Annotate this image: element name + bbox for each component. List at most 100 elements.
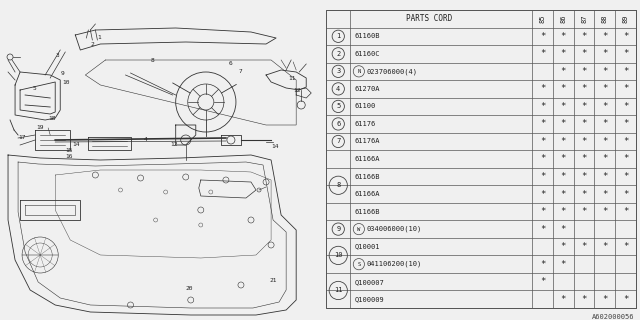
Text: *: * [561, 102, 566, 111]
Text: *: * [581, 155, 587, 164]
Text: 88: 88 [602, 14, 608, 23]
Text: *: * [561, 189, 566, 198]
Text: 61166B: 61166B [355, 209, 380, 215]
Text: 3: 3 [55, 53, 59, 58]
Text: *: * [623, 189, 628, 198]
Text: 5: 5 [336, 103, 340, 109]
Text: 61166B: 61166B [355, 173, 380, 180]
Text: *: * [623, 84, 628, 93]
Text: *: * [602, 137, 607, 146]
Text: 10: 10 [334, 252, 342, 259]
Text: *: * [623, 102, 628, 111]
Text: S: S [357, 262, 360, 267]
Text: *: * [581, 189, 587, 198]
Text: 87: 87 [581, 14, 587, 23]
Text: *: * [602, 67, 607, 76]
Text: 61100: 61100 [355, 103, 376, 109]
Text: *: * [602, 295, 607, 304]
Text: *: * [623, 32, 628, 41]
Text: *: * [623, 67, 628, 76]
Text: *: * [602, 242, 607, 251]
Text: 11: 11 [334, 287, 342, 293]
Text: *: * [623, 137, 628, 146]
Text: 61160B: 61160B [355, 33, 380, 39]
Text: 14: 14 [271, 144, 278, 149]
Text: *: * [561, 295, 566, 304]
Text: 3: 3 [336, 68, 340, 74]
Text: *: * [540, 32, 545, 41]
Text: 18: 18 [48, 116, 56, 121]
Text: *: * [602, 189, 607, 198]
Text: *: * [540, 119, 545, 128]
Text: *: * [602, 155, 607, 164]
Text: 6: 6 [336, 121, 340, 127]
Text: *: * [540, 189, 545, 198]
Text: *: * [602, 207, 607, 216]
Text: 19: 19 [36, 125, 44, 130]
Text: PARTS CORD: PARTS CORD [406, 14, 452, 23]
Text: *: * [561, 67, 566, 76]
Text: *: * [602, 84, 607, 93]
Text: 11: 11 [288, 76, 296, 81]
Text: 1: 1 [336, 33, 340, 39]
Text: *: * [561, 260, 566, 269]
Text: *: * [581, 67, 587, 76]
Text: 12: 12 [171, 142, 178, 147]
Text: *: * [623, 172, 628, 181]
Text: 21: 21 [269, 278, 276, 283]
Text: *: * [561, 172, 566, 181]
Text: 61160C: 61160C [355, 51, 380, 57]
Text: 7: 7 [239, 69, 243, 74]
Text: Q10001: Q10001 [355, 244, 380, 250]
Text: *: * [602, 119, 607, 128]
Text: *: * [540, 260, 545, 269]
Text: 61270A: 61270A [355, 86, 380, 92]
Text: 1: 1 [97, 35, 101, 40]
Text: 12: 12 [293, 88, 301, 93]
Text: 023706000(4): 023706000(4) [367, 68, 417, 75]
Text: *: * [540, 277, 545, 286]
Text: *: * [561, 242, 566, 251]
Text: *: * [540, 172, 545, 181]
Text: *: * [561, 155, 566, 164]
Text: 8: 8 [150, 58, 154, 63]
Text: *: * [561, 207, 566, 216]
Text: 86: 86 [560, 14, 566, 23]
Text: *: * [623, 295, 628, 304]
Text: *: * [581, 172, 587, 181]
Text: A602000056: A602000056 [591, 314, 634, 320]
Text: 61166A: 61166A [355, 191, 380, 197]
Text: 85: 85 [540, 14, 545, 23]
Text: *: * [540, 225, 545, 234]
Text: *: * [581, 295, 587, 304]
Text: *: * [602, 102, 607, 111]
Text: *: * [623, 119, 628, 128]
Text: *: * [623, 207, 628, 216]
Text: 8: 8 [336, 182, 340, 188]
Text: 61176: 61176 [355, 121, 376, 127]
Text: *: * [623, 242, 628, 251]
Text: 61176A: 61176A [355, 139, 380, 144]
Text: *: * [581, 32, 587, 41]
Text: *: * [623, 49, 628, 58]
Text: 14: 14 [72, 142, 80, 147]
Text: 6: 6 [229, 61, 233, 66]
Text: *: * [581, 84, 587, 93]
Text: *: * [540, 155, 545, 164]
Text: *: * [561, 137, 566, 146]
Text: *: * [561, 119, 566, 128]
Text: *: * [540, 49, 545, 58]
Text: *: * [581, 207, 587, 216]
Text: *: * [581, 102, 587, 111]
Text: *: * [581, 242, 587, 251]
Text: 034006000(10): 034006000(10) [367, 226, 422, 232]
Text: *: * [602, 49, 607, 58]
Text: *: * [540, 207, 545, 216]
Text: 4: 4 [143, 137, 147, 142]
Text: 2: 2 [90, 42, 94, 47]
Text: 15: 15 [65, 148, 73, 153]
Text: 5: 5 [32, 86, 36, 91]
Text: *: * [540, 102, 545, 111]
Text: *: * [540, 84, 545, 93]
Text: 10: 10 [62, 80, 70, 85]
